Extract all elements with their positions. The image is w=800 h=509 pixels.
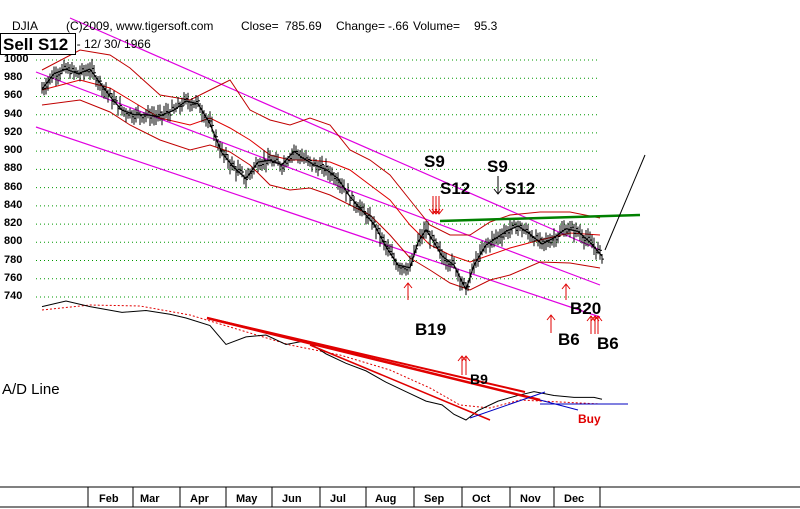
arrow-head	[457, 355, 467, 362]
resistance-level-line	[439, 213, 641, 223]
close-label: Close=	[241, 19, 279, 33]
buy-arrow	[593, 315, 603, 334]
ad-line-polyline	[41, 300, 603, 421]
moving-average-line	[41, 79, 601, 263]
sell-arrow	[493, 176, 503, 195]
copyright-label: (C)2009, www.tigersoft.com	[66, 19, 214, 33]
signal-b19-label: B19	[415, 320, 447, 339]
arrow-head	[546, 314, 556, 321]
signal-s12-label: S12	[440, 179, 471, 198]
lower-band-line	[41, 99, 601, 291]
date-range: 66 - 12/ 30/ 1966	[60, 37, 151, 51]
y-tick-label: 860	[4, 180, 23, 193]
arrow-head	[561, 283, 571, 290]
ad-trendline-2	[206, 317, 526, 393]
ticker-label: DJIA	[12, 19, 39, 33]
y-tick-label: 960	[4, 89, 23, 102]
y-tick-label: 800	[4, 235, 23, 248]
month-label-may: May	[236, 493, 258, 505]
close-value: 785.69	[285, 19, 322, 33]
change-label: Change=	[336, 19, 386, 33]
resistance-line	[439, 213, 641, 223]
buy-arrow	[561, 283, 571, 300]
y-tick-label: 1000	[4, 53, 29, 65]
projection-lines	[604, 154, 646, 251]
arrow-head	[586, 315, 596, 322]
arrow-head	[593, 315, 603, 322]
signal-s9-label: S9	[424, 152, 445, 171]
signal-s12-label-2: S12	[505, 179, 536, 198]
month-label-oct: Oct	[472, 493, 491, 505]
y-tick-label: 980	[4, 71, 23, 84]
signal-b9-label: B9	[470, 371, 488, 387]
ad-moving-average-line	[41, 304, 601, 409]
signal-b6-label: B6	[558, 330, 580, 349]
ad-line-panel	[41, 300, 628, 421]
month-label-feb: Feb	[99, 493, 119, 505]
month-label-apr: Apr	[190, 493, 209, 505]
price-bars	[41, 58, 604, 296]
y-tick-label: 840	[4, 198, 23, 211]
y-tick-label: 880	[4, 162, 23, 175]
buy-arrow	[457, 355, 467, 375]
month-label-mar: Mar	[140, 493, 160, 505]
buy-label: Buy	[578, 412, 601, 426]
y-tick-label: 740	[4, 290, 23, 302]
price-close-line	[41, 68, 603, 292]
month-label-sep: Sep	[424, 493, 445, 505]
month-label-jul: Jul	[330, 493, 346, 505]
volume-value: 95.3	[474, 19, 498, 33]
month-label-dec: Dec	[564, 493, 585, 505]
arrow-head	[461, 355, 471, 362]
signal-b6-label-2: B6	[597, 334, 619, 353]
volume-label: Volume=	[413, 19, 461, 33]
buy-arrow	[586, 315, 596, 334]
ad-line	[41, 300, 603, 421]
arrow-head	[403, 282, 413, 289]
channel-upper-line	[69, 17, 601, 251]
price-close-polyline	[41, 68, 603, 292]
month-axis	[0, 486, 800, 508]
ad-descending-line	[539, 399, 579, 411]
signal-arrows	[403, 176, 603, 375]
y-tick-label: 920	[4, 125, 23, 138]
arrow-head	[493, 188, 503, 195]
buy-arrow	[403, 282, 413, 300]
ad-line-label: A/D Line	[2, 381, 60, 398]
signal-s9-label-2: S9	[487, 157, 508, 176]
change-value: -.66	[388, 19, 409, 33]
y-tick-label: 760	[4, 271, 23, 284]
month-label-aug: Aug	[375, 493, 397, 505]
signal-b20-label: B20	[570, 299, 602, 318]
projection-line	[604, 154, 646, 251]
sell-signal-box: Sell S12	[0, 33, 76, 55]
y-tick-label: 900	[4, 144, 23, 157]
upper-band-line	[41, 49, 601, 236]
ad-support-line	[469, 391, 546, 419]
sell-arrow	[434, 196, 444, 215]
month-label-jun: Jun	[282, 493, 302, 505]
channel-lower-line	[35, 126, 601, 318]
y-tick-label: 820	[4, 217, 23, 230]
month-label-nov: Nov	[520, 493, 541, 505]
arrow-head	[434, 208, 444, 215]
buy-arrow	[546, 314, 556, 333]
y-tick-label: 780	[4, 253, 23, 266]
y-tick-label: 940	[4, 107, 23, 120]
ad-trendline-3	[309, 344, 491, 421]
buy-arrow	[461, 355, 471, 375]
